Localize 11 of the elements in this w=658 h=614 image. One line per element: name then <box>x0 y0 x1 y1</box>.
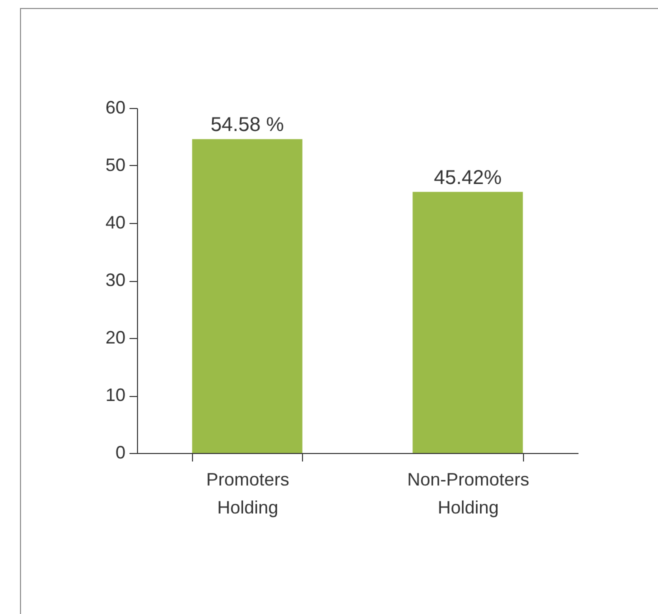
x-tick-label: Non-Promoters Holding <box>407 470 530 518</box>
y-tick-label: 10 <box>105 385 126 405</box>
data-label: 54.58 % <box>210 114 284 136</box>
y-tick-label: 20 <box>105 328 126 348</box>
data-label: 45.42% <box>434 166 502 189</box>
y-tick-label: 40 <box>105 212 126 232</box>
y-tick-label: 30 <box>105 270 126 290</box>
y-tick-label: 0 <box>115 442 126 462</box>
x-tick-label: Promoters Holding <box>206 470 290 518</box>
y-tick-label: 60 <box>105 98 126 118</box>
y-tick-label: 50 <box>105 155 126 175</box>
